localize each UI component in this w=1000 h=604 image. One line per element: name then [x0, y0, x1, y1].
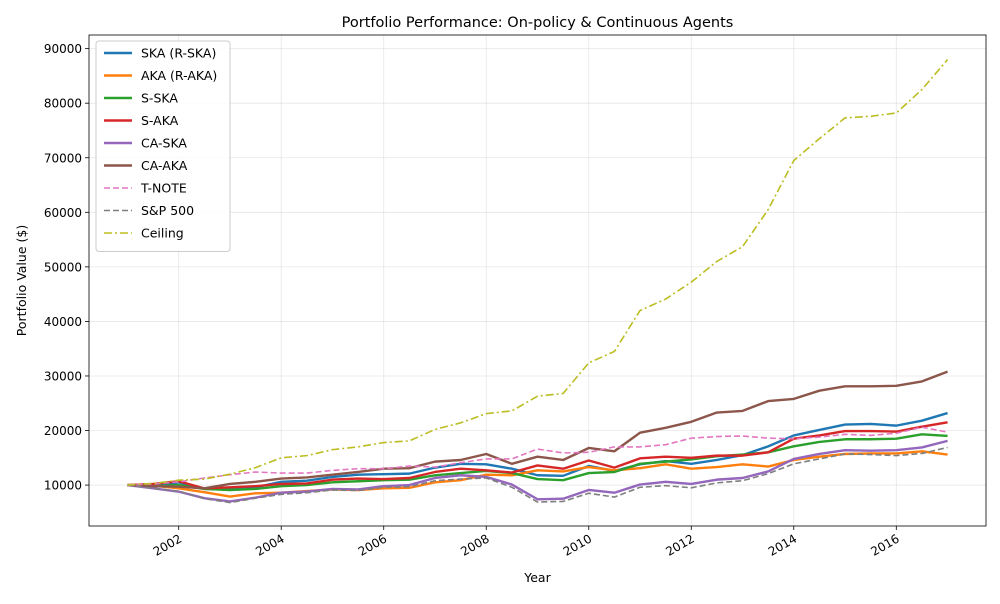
legend-label: S-SKA — [141, 91, 178, 106]
x-tick-label: 2014 — [766, 531, 799, 558]
y-tick-label: 20000 — [44, 424, 82, 438]
x-tick-label: 2016 — [868, 531, 901, 558]
legend: SKA (R-SKA) AKA (R-AKA) S-SKA S-AKA CA-SKA CA… — [95, 40, 231, 252]
y-tick-label: 30000 — [44, 369, 82, 383]
series-line — [127, 450, 948, 498]
series-line — [127, 421, 948, 490]
y-tick-label: 90000 — [44, 42, 82, 56]
x-tick-label: 2012 — [663, 531, 696, 558]
y-tick-label: 70000 — [44, 151, 82, 165]
series-line — [127, 439, 948, 503]
legend-label: CA-SKA — [141, 136, 187, 151]
legend-label: Ceiling — [141, 226, 184, 241]
y-tick-label: 10000 — [44, 479, 82, 493]
series-line — [127, 426, 948, 486]
legend-label: S&P 500 — [141, 203, 194, 218]
legend-box — [95, 40, 231, 252]
x-tick-label: 2010 — [561, 531, 594, 558]
y-tick-label: 50000 — [44, 260, 82, 274]
series-lines — [127, 59, 949, 504]
series-line — [127, 433, 948, 492]
y-tick-label: 80000 — [44, 97, 82, 111]
y-axis: 10000 20000 30000 40000 50000 60000 70000 80000… — [44, 42, 89, 493]
series-line — [127, 446, 948, 504]
x-tick-label: 2002 — [151, 531, 184, 558]
series-line — [127, 59, 949, 486]
y-tick-label: 60000 — [44, 206, 82, 220]
plot-area-background — [89, 35, 986, 526]
series-line — [127, 370, 948, 490]
y-axis-label: Portfolio Value ($) — [14, 225, 29, 336]
legend-label: CA-AKA — [141, 158, 188, 173]
legend-label: S-AKA — [141, 113, 179, 128]
grid-lines — [89, 35, 986, 526]
x-tick-label: 2006 — [356, 531, 389, 558]
legend-label: T-NOTE — [140, 181, 187, 196]
y-tick-label: 40000 — [44, 315, 82, 329]
x-tick-label: 2008 — [458, 531, 491, 558]
legend-label: AKA (R-AKA) — [141, 68, 217, 83]
x-tick-label: 2004 — [253, 531, 286, 558]
x-axis-label: Year — [523, 570, 551, 585]
x-axis: 2002 2004 2006 2008 2010 2012 2014 2016 — [151, 526, 902, 559]
legend-label: SKA (R-SKA) — [141, 46, 216, 61]
plot-area-frame — [88, 34, 987, 527]
chart-title: Portfolio Performance: On-policy & Conti… — [342, 15, 734, 31]
